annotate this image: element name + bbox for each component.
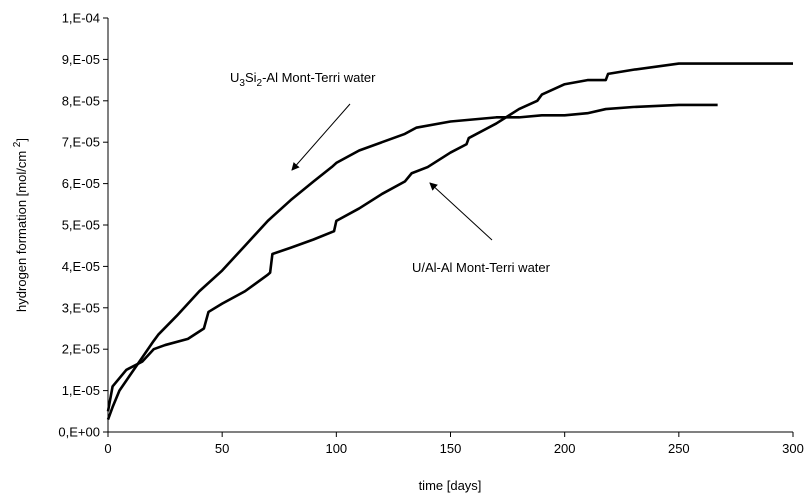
y-tick-label: 1,E-04 (62, 11, 100, 26)
y-tick-label: 0,E+00 (58, 425, 100, 440)
y-tick-label: 1,E-05 (62, 383, 100, 398)
x-tick-label: 0 (104, 441, 111, 456)
y-tick-label: 6,E-05 (62, 176, 100, 191)
y-tick-label: 2,E-05 (62, 342, 100, 357)
y-tick-label: 8,E-05 (62, 93, 100, 108)
annotation-sub: 3 (239, 78, 245, 89)
y-tick-label: 4,E-05 (62, 259, 100, 274)
x-tick-label: 50 (215, 441, 229, 456)
annotation-part: U (230, 70, 239, 85)
y-tick-label: 7,E-05 (62, 135, 100, 150)
x-axis-label: time [days] (419, 478, 482, 493)
x-tick-label: 250 (668, 441, 690, 456)
x-tick-label: 200 (554, 441, 576, 456)
y-axis-label: hydrogen formation [mol/cm 2] (12, 138, 29, 312)
annotation-part: Si (245, 70, 257, 85)
y-tick-label: 9,E-05 (62, 52, 100, 67)
y-label-sup: 2 (12, 141, 23, 147)
series-line (106, 103, 718, 421)
annotation-part: -Al Mont-Terri water (262, 70, 376, 85)
y-tick-label: 3,E-05 (62, 300, 100, 315)
arrow (429, 182, 493, 241)
annotation: U3Si2-Al Mont-Terri water (230, 70, 376, 89)
x-tick-label: 300 (782, 441, 804, 456)
annotation: U/Al-Al Mont-Terri water (412, 260, 551, 275)
x-tick-label: 150 (440, 441, 462, 456)
series-line (106, 62, 793, 412)
arrow (291, 103, 351, 171)
y-tick-label: 5,E-05 (62, 218, 100, 233)
annotation-sub: 2 (257, 78, 263, 89)
y-label-text: ] (14, 138, 29, 142)
x-tick-label: 100 (325, 441, 347, 456)
y-label-text: hydrogen formation [mol/cm (14, 147, 29, 312)
